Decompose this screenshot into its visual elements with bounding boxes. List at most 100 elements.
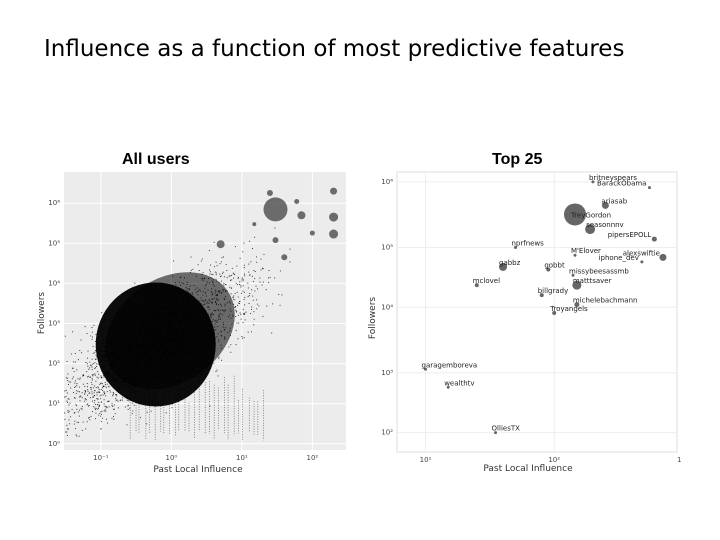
user-point [189,347,191,349]
user-point [164,292,166,294]
user-point [151,371,153,373]
user-point [101,370,103,372]
user-point [161,319,163,321]
user-point [254,290,256,292]
user-point [173,352,175,354]
top-user-point [585,224,596,235]
user-point [87,390,89,392]
user-point [134,391,136,393]
user-point [137,398,139,400]
top-user-point [640,260,644,264]
user-point [115,394,117,396]
user-point [168,309,170,311]
user-point [189,352,191,354]
user-point [100,415,102,417]
user-point [125,363,127,365]
user-point [182,359,184,361]
user-point [97,387,99,389]
user-point [157,317,159,319]
user-point [109,389,111,391]
user-point [148,362,150,364]
user-point [272,303,274,305]
user-point [125,366,127,368]
user-point [110,353,112,355]
user-point [160,313,162,315]
user-point [179,321,181,323]
user-point [131,368,133,370]
user-point [113,306,115,308]
user-point [202,307,204,309]
user-point [158,320,160,322]
user-point [138,348,140,350]
user-point [125,359,127,361]
user-point [130,357,132,359]
user-point [124,357,126,359]
user-point [134,377,136,379]
user-point [213,310,215,312]
user-point [98,404,100,406]
user-point [147,310,149,312]
user-point [113,404,115,406]
user-point [135,359,137,361]
user-point [113,338,115,340]
user-point [213,241,215,243]
user-point [138,357,140,359]
user-point [72,367,74,369]
user-point [159,333,161,335]
user-point [224,296,226,298]
user-point [218,281,220,283]
user-point [97,404,99,406]
user-point [145,305,147,307]
user-point [228,275,230,277]
user-point [94,362,96,364]
user-point [221,314,223,316]
user-point [128,346,130,348]
user-point [175,365,177,367]
user-point [155,370,157,372]
user-point [183,277,185,279]
user-point [242,285,244,287]
user-point [156,312,158,314]
user-point [170,369,172,371]
user-point [155,379,157,381]
user-point [80,407,82,409]
user-point [153,366,155,368]
user-point [161,340,163,342]
user-point [204,321,206,323]
user-point [187,386,189,388]
user-point [168,344,170,346]
user-point [197,294,199,296]
user-point [179,379,181,381]
user-point [144,310,146,312]
user-point [167,312,169,314]
user-point [262,267,264,269]
user-point [208,299,210,301]
user-point [162,346,164,348]
user-point [167,312,169,314]
user-point [189,353,191,355]
user-point [160,330,162,332]
user-point [150,322,152,324]
user-point [175,335,177,337]
user-point [156,318,158,320]
user-point [215,310,217,312]
user-point [142,325,144,327]
user-point [139,335,141,337]
user-point [256,288,258,290]
user-point [202,328,204,330]
user-point [134,384,136,386]
top-user-point [651,236,657,242]
user-point [106,380,108,382]
user-point [139,391,141,393]
user-point [100,421,102,423]
user-point [122,385,124,387]
user-point [130,340,132,342]
user-point [221,359,223,361]
user-point [188,315,190,317]
user-point [173,329,175,331]
user-point [106,373,108,375]
user-point [157,320,159,322]
user-point [92,345,94,347]
user-point [174,321,176,323]
user-point [158,337,160,339]
